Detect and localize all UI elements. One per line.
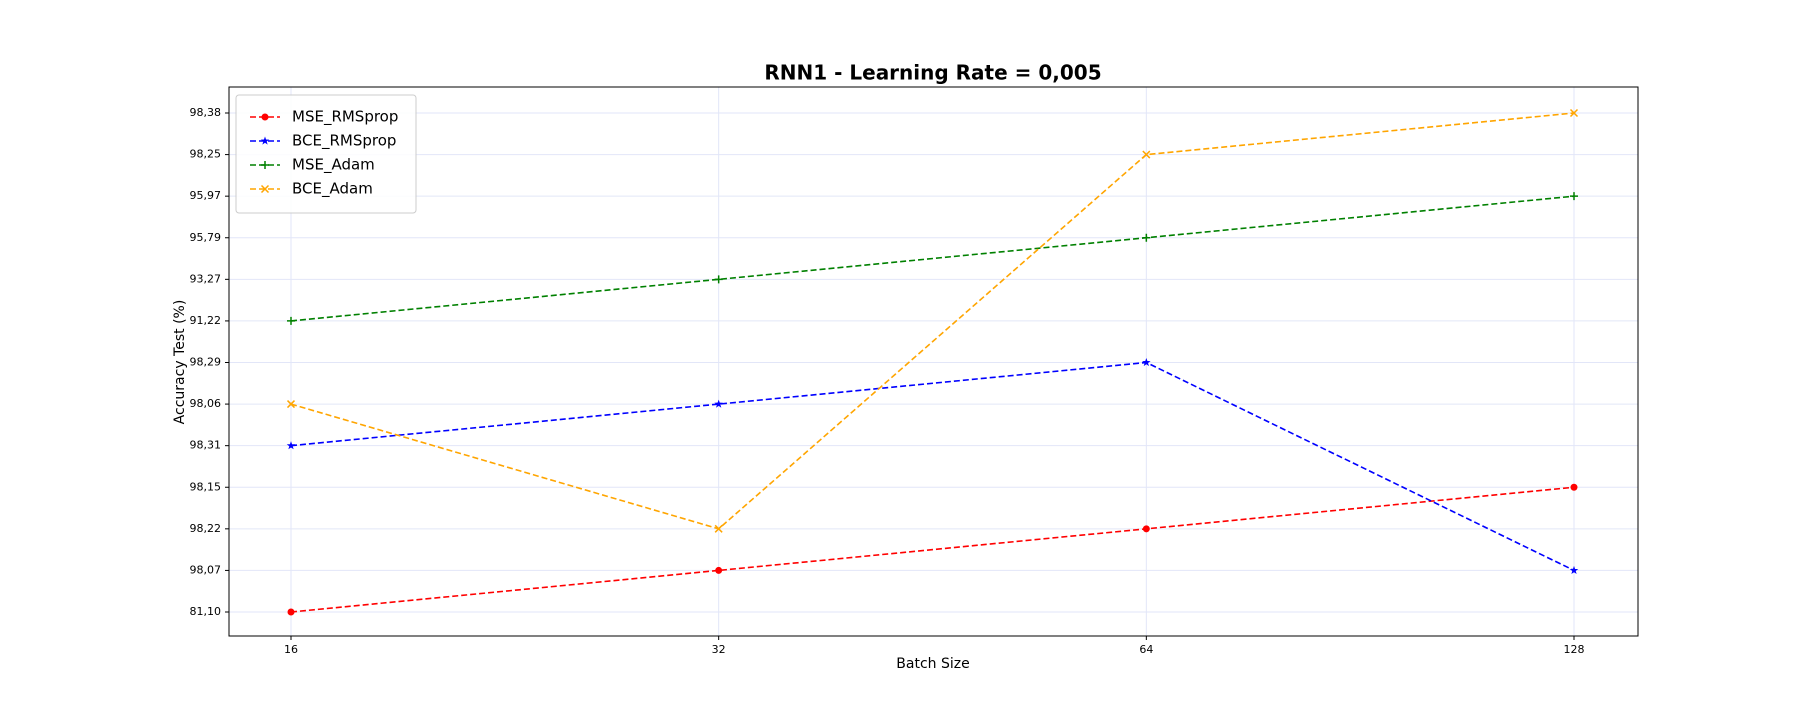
marker <box>260 136 270 145</box>
series-line <box>290 112 1575 530</box>
marker <box>261 113 269 121</box>
y-axis-label: Accuracy Test (%) <box>172 300 188 425</box>
chart-title: RNN1 - Learning Rate = 0,005 <box>764 61 1101 85</box>
marker <box>1142 525 1150 533</box>
y-tick-label: 98,38 <box>190 106 222 119</box>
x-tick-label: 64 <box>1139 643 1153 656</box>
y-tick-label: 98,22 <box>190 522 222 535</box>
legend-box <box>235 94 417 214</box>
marker <box>1142 233 1151 242</box>
y-tick-label: 93,27 <box>190 272 222 285</box>
marker <box>287 608 295 616</box>
x-axis-label: Batch Size <box>896 656 969 672</box>
series-line <box>290 195 1575 322</box>
y-tick-label: 95,97 <box>190 189 222 202</box>
x-tick-label: 128 <box>1564 643 1585 656</box>
marker <box>1569 565 1579 575</box>
legend-label: BCE_Adam <box>292 180 373 199</box>
y-tick-label: 98,25 <box>190 148 222 161</box>
marker <box>286 441 296 450</box>
marker <box>286 400 296 409</box>
plot-frame <box>228 86 1639 637</box>
marker <box>1142 150 1151 159</box>
marker <box>715 566 723 574</box>
marker <box>260 184 270 194</box>
marker <box>714 524 723 533</box>
y-tick-label: 81,10 <box>190 605 222 618</box>
y-tick-label: 95,79 <box>190 231 222 244</box>
marker <box>714 399 723 408</box>
marker <box>714 275 723 284</box>
y-tick-label: 91,22 <box>190 314 222 327</box>
legend-label: BCE_RMSprop <box>292 132 396 151</box>
marker <box>261 161 269 169</box>
y-tick-label: 98,29 <box>190 356 222 369</box>
marker <box>287 316 295 325</box>
y-tick-label: 98,06 <box>190 397 222 410</box>
series-line <box>290 361 1575 572</box>
marker <box>1570 192 1578 201</box>
y-tick-label: 98,07 <box>190 563 222 576</box>
legend-label: MSE_RMSprop <box>292 108 398 127</box>
x-tick-label: 16 <box>284 643 298 656</box>
marker <box>1142 358 1151 367</box>
legend-label: MSE_Adam <box>292 156 375 175</box>
marker <box>1570 483 1578 491</box>
marker <box>1569 108 1579 118</box>
y-tick-label: 98,15 <box>190 480 222 493</box>
y-tick-label: 98,31 <box>190 439 222 452</box>
series-line <box>290 486 1575 613</box>
x-tick-label: 32 <box>712 643 726 656</box>
